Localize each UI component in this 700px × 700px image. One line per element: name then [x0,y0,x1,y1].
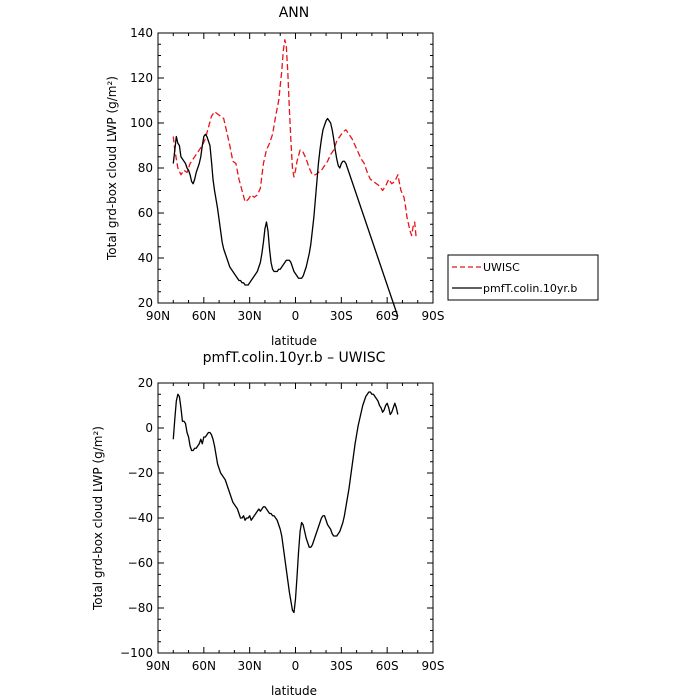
top-chart-panel: ANN 20 40 60 80 100 120 140 90N 60N 30N 0 30S 60S 90… [105,5,599,348]
series-line-difference [172,391,399,614]
y-tick-label: 60 [138,206,153,220]
y-tick-label: −80 [128,601,153,615]
bottom-plot-frame [157,382,434,654]
y-tick-label: −20 [128,466,153,480]
legend-label-uwisc: UWISC [483,261,520,274]
x-tick-label: 90S [422,659,445,673]
x-tick-label: 90N [146,659,170,673]
series-line-pmft-colin-10yr-b [172,117,399,317]
top-y-axis-label: Total grd-box cloud LWP (g/m²) [105,76,119,261]
x-tick-label: 60S [376,309,399,323]
top-x-axis-label: latitude [271,334,317,348]
y-tick-label: 40 [138,251,153,265]
top-plot-frame [157,32,434,304]
y-tick-label: −40 [128,511,153,525]
legend-box [447,254,599,301]
legend-label-pmft: pmfT.colin.10yr.b [483,282,577,295]
x-tick-label: 30S [330,659,353,673]
top-chart-legend: UWISC pmfT.colin.10yr.b [447,254,599,301]
y-tick-label: 140 [130,26,153,40]
x-tick-label: 30N [238,309,262,323]
bottom-x-axis-label: latitude [271,684,317,698]
y-tick-label: 20 [138,296,153,310]
y-tick-label: 100 [130,116,153,130]
top-chart-title: ANN [279,5,310,21]
y-tick-label: −60 [128,556,153,570]
x-tick-label: 90S [422,309,445,323]
y-tick-label: 120 [130,71,153,85]
bottom-chart-panel: pmfT.colin.10yr.b – UWISC −100 −80 −60 −40 −… [91,350,444,698]
bottom-chart-title: pmfT.colin.10yr.b – UWISC [203,350,386,366]
x-tick-label: 90N [146,309,170,323]
x-tick-label: 0 [292,659,300,673]
x-tick-label: 0 [292,309,300,323]
series-line-uwisc [172,39,417,238]
x-tick-label: 60S [376,659,399,673]
bottom-y-axis-label: Total grd-box cloud LWP (g/m²) [91,426,105,611]
x-tick-label: 30N [238,659,262,673]
y-tick-label: 0 [145,421,153,435]
y-tick-label: 80 [138,161,153,175]
x-tick-label: 60N [192,309,216,323]
y-tick-label: 20 [138,376,153,390]
x-tick-label: 60N [192,659,216,673]
x-tick-label: 30S [330,309,353,323]
y-tick-label: −100 [120,646,153,660]
